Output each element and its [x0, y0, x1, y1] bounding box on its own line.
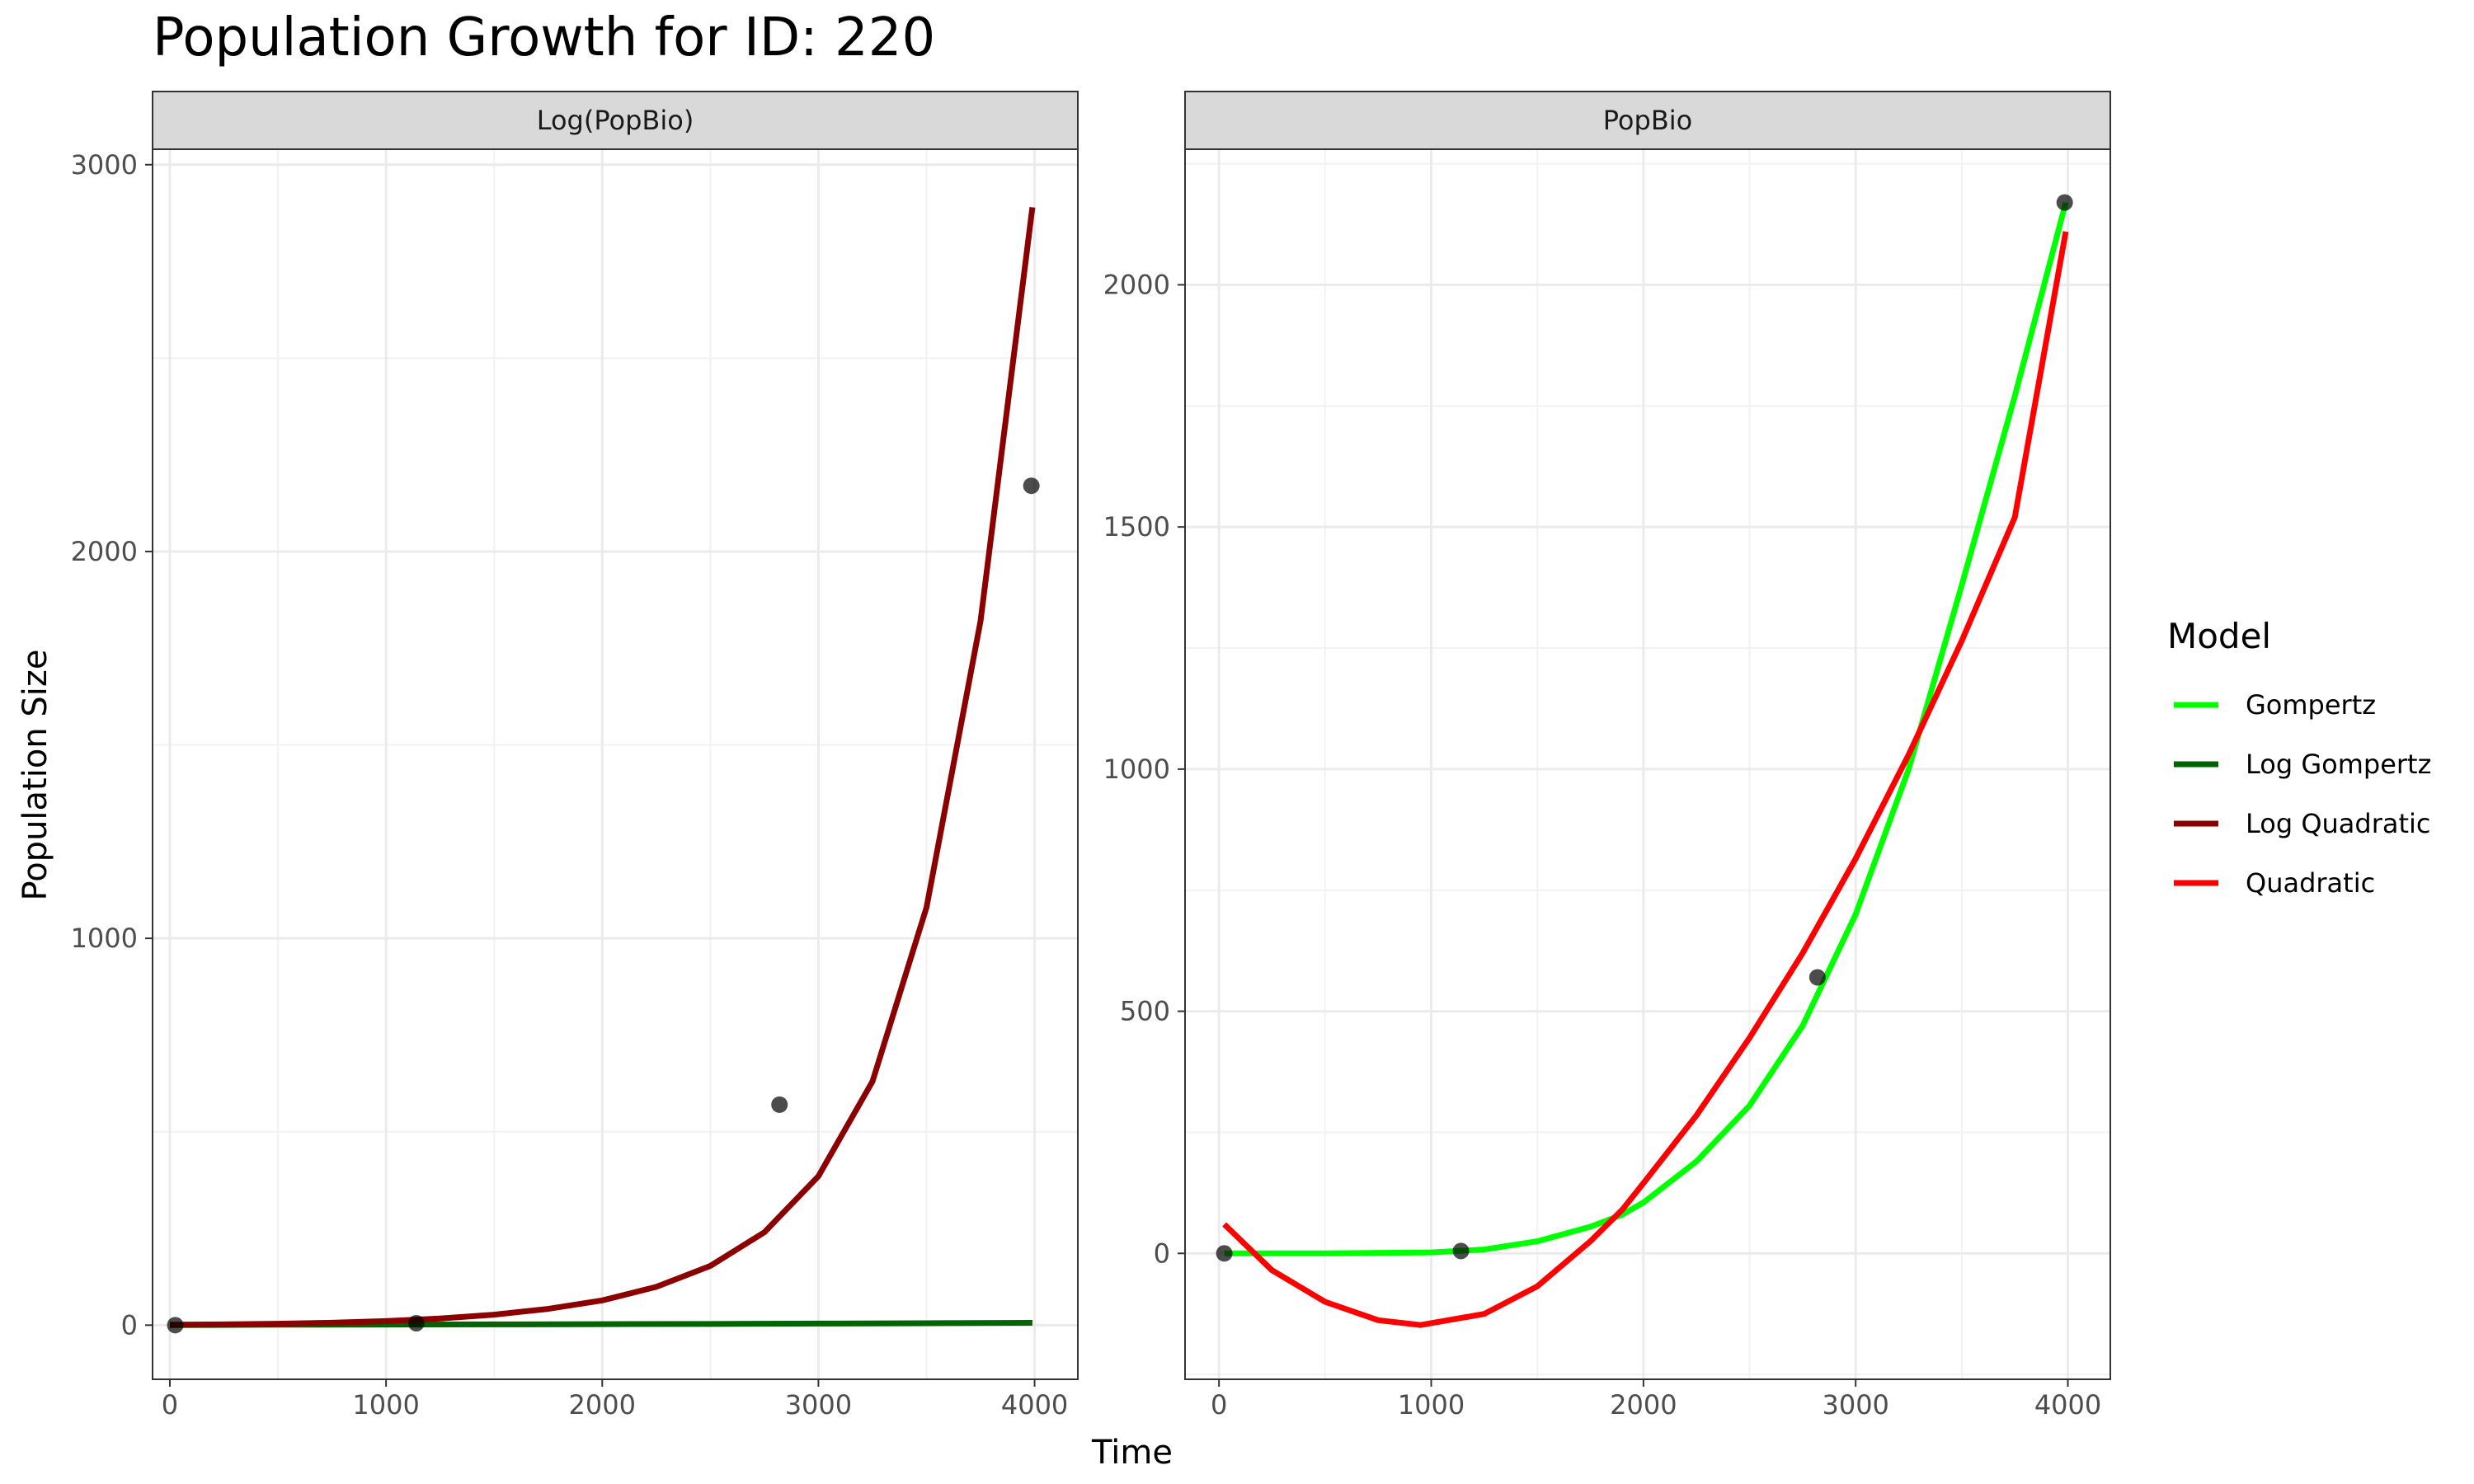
x-tick-label: 1000 — [1398, 1389, 1465, 1421]
y-tick-label: 3000 — [71, 149, 138, 181]
facet-strip — [1184, 91, 2111, 150]
x-tick-label: 2000 — [1610, 1389, 1677, 1421]
y-tick-label: 500 — [1120, 996, 1170, 1027]
y-tick-label: 0 — [121, 1309, 138, 1341]
data-point — [407, 1314, 425, 1331]
y-tick-label: 1000 — [1103, 754, 1170, 785]
series-lines — [169, 206, 1036, 1328]
legend-label: Quadratic — [2246, 867, 2375, 899]
facet-strip — [152, 91, 1079, 150]
chart-title: Population Growth for ID: 220 — [153, 7, 935, 68]
x-tick-label: 4000 — [2034, 1389, 2101, 1421]
legend-label: Gompertz — [2246, 689, 2376, 721]
x-tick-label: 3000 — [785, 1389, 852, 1421]
data-point — [2056, 194, 2073, 211]
minor-gridlines — [1185, 149, 2110, 1379]
x-tick-label: 1000 — [352, 1389, 419, 1421]
data-points — [167, 477, 1040, 1334]
facet-panels: Log(PopBio) 0 1000 2000 3000 4000 0 1000 2000 300… — [71, 91, 2111, 1421]
y-tick-label: 2000 — [71, 536, 138, 567]
legend-item: Log Gompertz — [2174, 749, 2431, 780]
data-points — [1216, 194, 2073, 1262]
facet-strip-label: PopBio — [1603, 105, 1692, 136]
legend-title: Model — [2167, 616, 2271, 656]
facet-strip-label: Log(PopBio) — [537, 105, 694, 136]
x-tick-label: 0 — [162, 1389, 178, 1421]
y-tick-label: 1500 — [1103, 511, 1170, 542]
data-point — [1452, 1242, 1470, 1260]
panel-background — [153, 149, 1078, 1379]
x-tick-label: 2000 — [569, 1389, 636, 1421]
panel-background — [1185, 149, 2110, 1379]
minor-gridlines — [153, 149, 1078, 1379]
data-point — [1023, 477, 1040, 495]
y-tick-label: 0 — [1154, 1237, 1170, 1269]
panel-2: PopBio 0 1000 2000 3000 4000 0 500 1000 1500 2000 — [1103, 91, 2111, 1421]
legend-item: Gompertz — [2174, 689, 2376, 721]
x-axis-title: Time — [1091, 1434, 1173, 1472]
axes: 0 1000 2000 3000 4000 0 1000 2000 3000 — [71, 149, 1069, 1421]
series-line-log-quadratic — [169, 206, 1036, 1328]
x-tick-label: 4000 — [1001, 1389, 1068, 1421]
legend-item: Quadratic — [2174, 867, 2375, 899]
data-point — [167, 1317, 184, 1334]
data-point — [1808, 969, 1826, 986]
series-line-quadratic — [1222, 231, 2069, 1328]
legend-label: Log Gompertz — [2246, 749, 2431, 780]
legend-item: Log Quadratic — [2174, 808, 2431, 839]
legend: Model Gompertz Log Gompertz Log Quadratic Q… — [2167, 616, 2431, 899]
x-tick-label: 3000 — [1822, 1389, 1888, 1421]
data-point — [771, 1096, 788, 1113]
panel-1: Log(PopBio) 0 1000 2000 3000 4000 0 1000 2000 300… — [71, 91, 1079, 1421]
y-tick-label: 1000 — [71, 923, 138, 954]
y-tick-label: 2000 — [1103, 269, 1170, 300]
legend-label: Log Quadratic — [2246, 808, 2431, 839]
data-point — [1216, 1245, 1233, 1262]
major-gridlines — [1185, 149, 2110, 1379]
axes: 0 1000 2000 3000 4000 0 500 1000 1500 2000 — [1103, 269, 2102, 1421]
x-tick-label: 0 — [1211, 1389, 1227, 1421]
y-axis-title: Population Size — [16, 650, 54, 901]
